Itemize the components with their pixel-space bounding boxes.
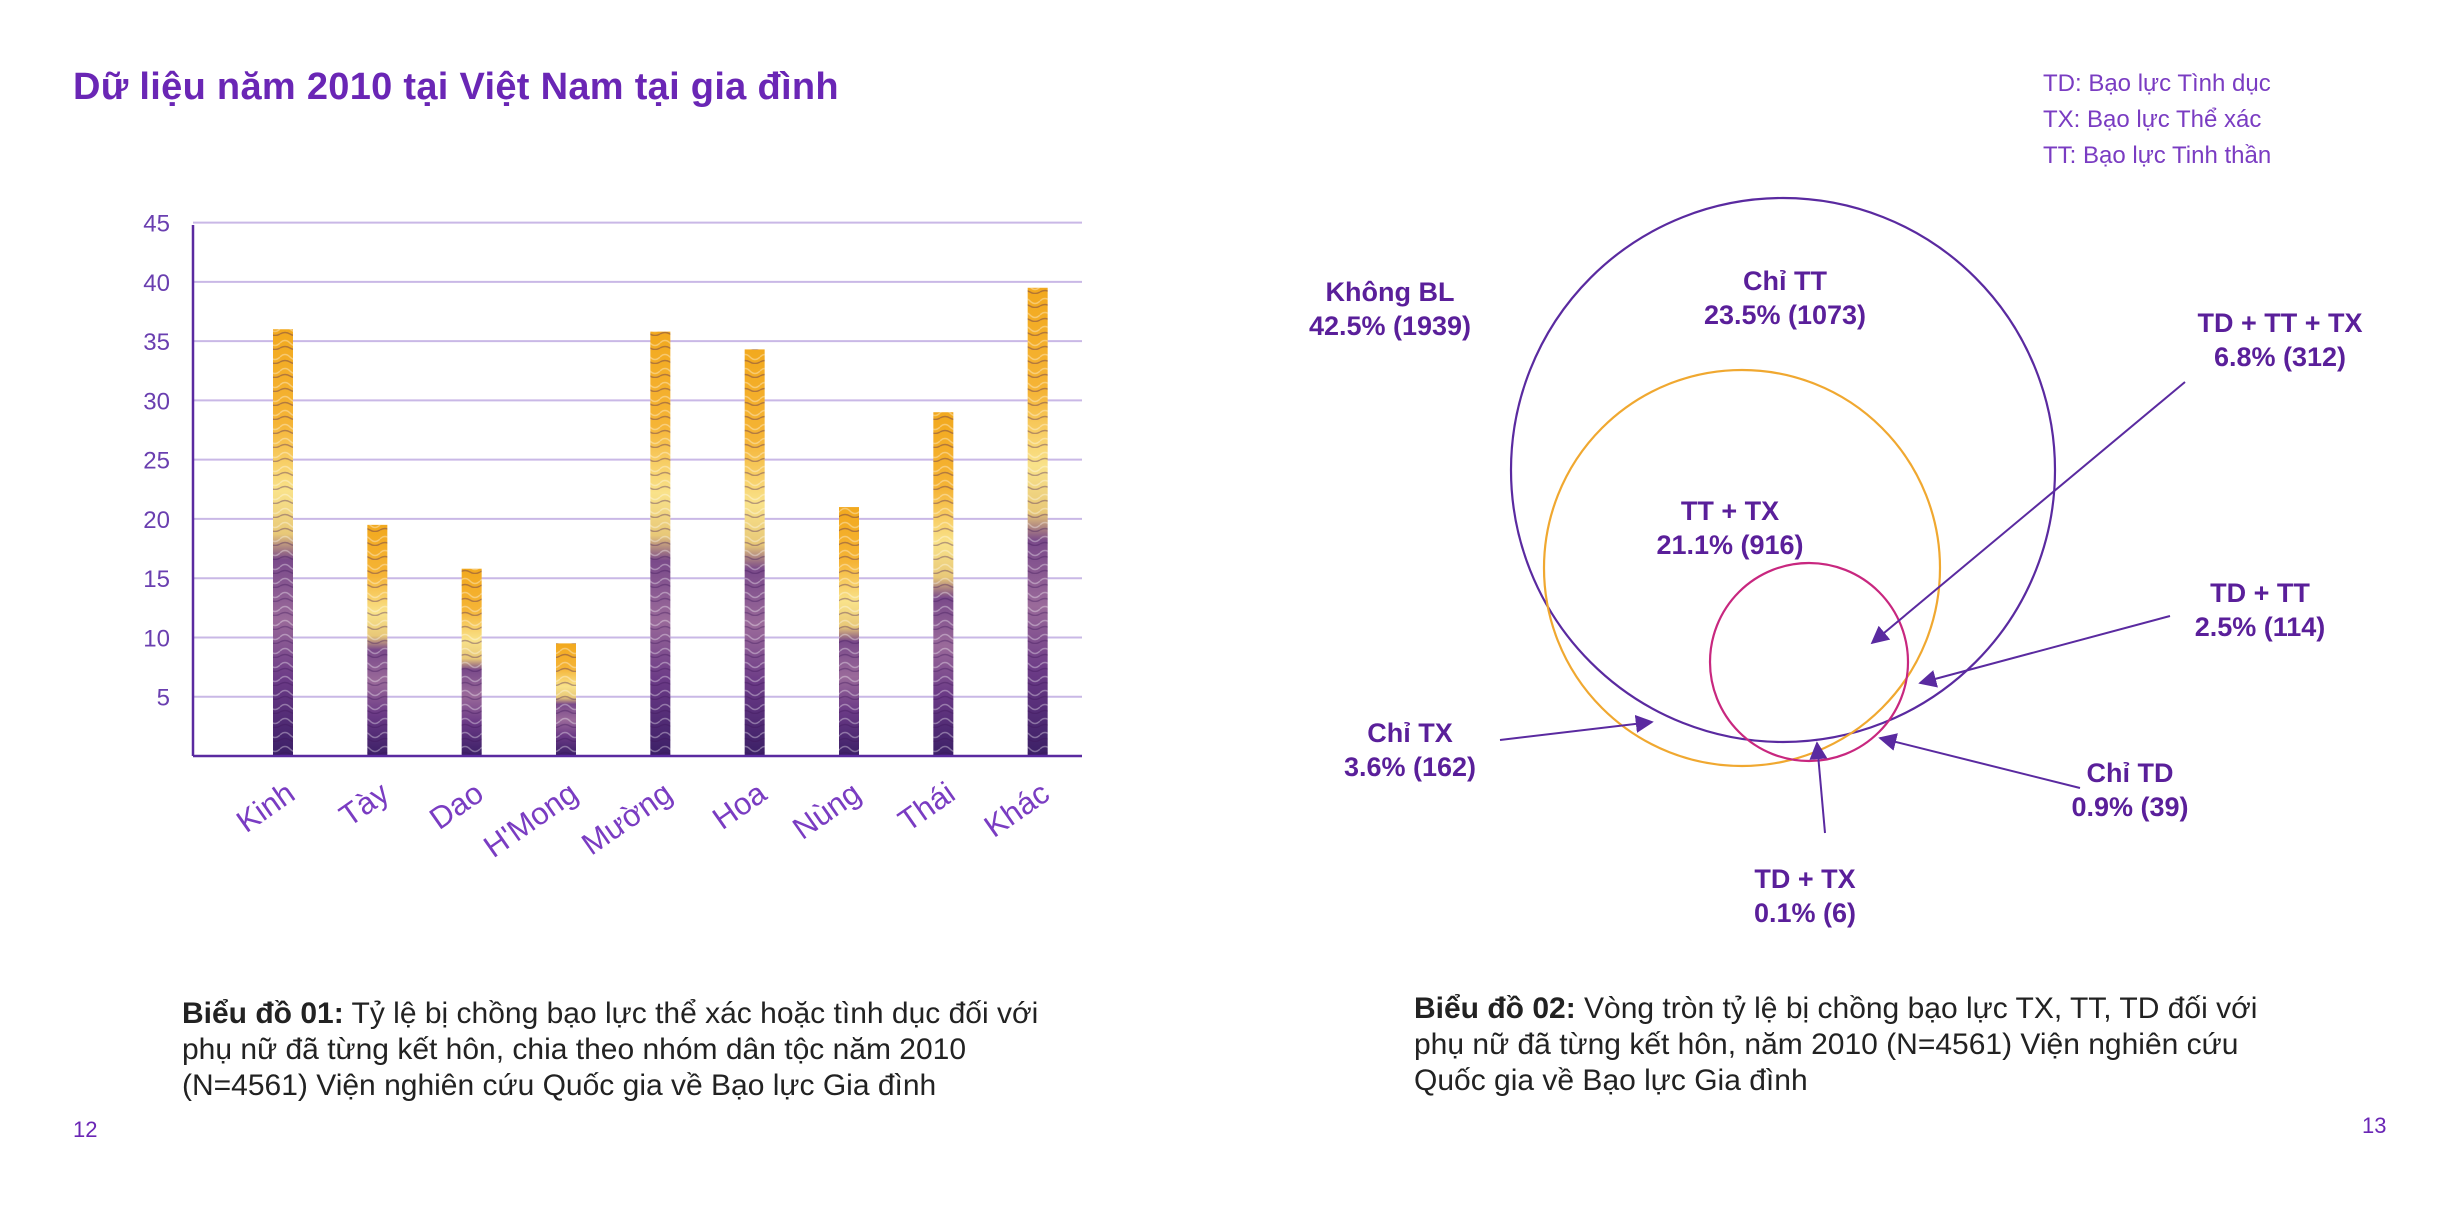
x-category-label: Dao: [423, 775, 490, 836]
caption-chart-2: Biểu đồ 02: Vòng tròn tỷ lệ bị chồng bạo…: [1414, 991, 2314, 1099]
bar-texture: [273, 329, 293, 756]
venn-label-chi-td: Chỉ TD 0.9% (39): [2071, 758, 2189, 822]
bar-texture: [1027, 287, 1048, 756]
y-tick-label: 35: [143, 329, 170, 356]
bar-texture: [933, 412, 954, 756]
bar-texture: [367, 524, 388, 756]
bar-texture: [461, 568, 482, 756]
page-number-left: 12: [73, 1117, 98, 1142]
x-category-label: Khác: [978, 775, 1056, 844]
caption-chart-1: Biểu đồ 01: Tỷ lệ bị chồng bạo lực thể x…: [182, 996, 1082, 1104]
y-tick-label: 5: [157, 685, 170, 712]
caption-2-text: Vòng tròn tỷ lệ bị chồng bạo lực TX, TT,…: [1414, 992, 2258, 1097]
circle-tx: [1542, 368, 1942, 768]
venn-label-chi-tt: Chỉ TT 23.5% (1073): [1703, 266, 1867, 330]
legend-entry-td: TD: Bạo lực Tình dục: [2043, 70, 2271, 97]
y-tick-label: 15: [143, 566, 170, 593]
x-category-label: Mường: [575, 775, 678, 862]
bar-texture: [839, 507, 859, 756]
x-category-label: Hoa: [706, 775, 773, 837]
x-category-label: Kinh: [230, 775, 301, 839]
y-tick-label: 30: [143, 388, 170, 415]
legend-entry-tt: TT: Bạo lực Tinh thần: [2043, 142, 2272, 169]
venn-label-tt-tx: TT + TX 21.1% (916): [1656, 496, 1804, 560]
y-tick-label: 10: [143, 625, 170, 652]
venn-label-khong-bl: Không BL 42.5% (1939): [1308, 277, 1472, 341]
arrow-chi-tx: [1499, 714, 1654, 741]
arrow-td-tt-tx: [1870, 381, 2186, 645]
x-category-label: H'Mong: [477, 775, 584, 864]
venn-label-td-tt-tx: TD + TT + TX 6.8% (312): [2197, 308, 2363, 372]
caption-1-label: Biểu đồ 01:: [182, 997, 344, 1030]
bar-texture: [650, 331, 671, 756]
page-number-right: 13: [2362, 1113, 2387, 1138]
circle-td: [1708, 561, 1910, 763]
y-tick-label: 25: [143, 448, 170, 475]
arrow-td-tt: [1918, 615, 2171, 688]
x-category-label: Nùng: [786, 775, 867, 846]
y-tick-label: 40: [143, 270, 170, 297]
arrow-td-tx: [1809, 741, 1828, 834]
y-tick-label: 45: [143, 211, 170, 238]
x-category-label: Tày: [333, 775, 396, 834]
bar-texture: [556, 643, 576, 756]
bar-texture: [744, 349, 765, 756]
page-title: Dữ liệu năm 2010 tại Việt Nam tại gia đì…: [73, 66, 839, 108]
caption-2-label: Biểu đồ 02:: [1414, 992, 1576, 1025]
abbreviation-legend: TD: Bạo lực Tình dục TX: Bạo lực Thể xác…: [2043, 66, 2271, 174]
x-category-label: Thái: [892, 775, 961, 838]
legend-entry-tx: TX: Bạo lực Thể xác: [2043, 106, 2262, 133]
venn-label-td-tt: TD + TT 2.5% (114): [2194, 578, 2326, 642]
caption-1-text: Tỷ lệ bị chồng bạo lực thể xác hoặc tình…: [182, 997, 1039, 1102]
venn-label-td-tx: TD + TX 0.1% (6): [1753, 864, 1857, 928]
venn-label-chi-tx: Chỉ TX 3.6% (162): [1343, 718, 1477, 782]
y-tick-label: 20: [143, 507, 170, 534]
